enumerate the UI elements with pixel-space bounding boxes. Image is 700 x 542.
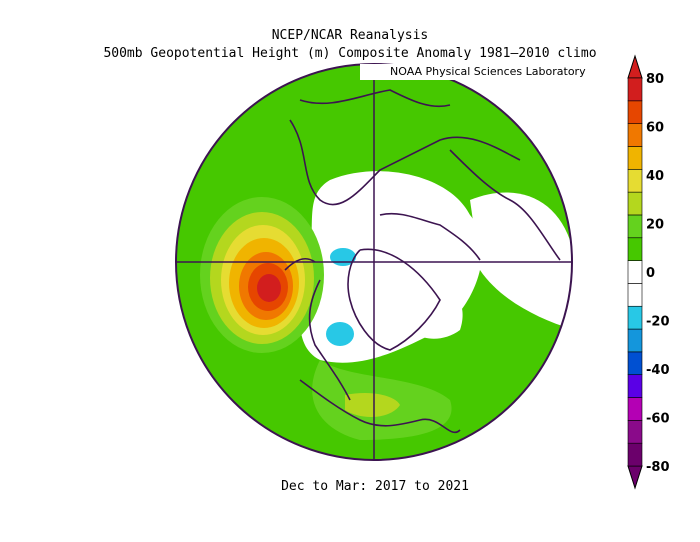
colorbar-tick-label: -60: [646, 412, 670, 427]
title-line-2: 500mb Geopotential Height (m) Composite …: [103, 46, 597, 61]
colorbar-segment: [627, 77, 643, 102]
colorbar-segment: [627, 397, 643, 421]
yellowgreen-region: [345, 393, 400, 417]
negative-anomaly-2: [326, 322, 354, 346]
colorbar-segment: [627, 260, 643, 284]
colorbar-tick-label: -20: [646, 315, 670, 330]
colorbar-tick-label: 20: [646, 218, 664, 233]
colorbar-segment: [627, 123, 643, 147]
colorbar-tick-label: 80: [646, 72, 664, 87]
colorbar-tick-label: -40: [646, 363, 670, 378]
credit-label: NOAA Physical Sciences Laboratory: [360, 64, 600, 80]
colorbar-tick-label: 60: [646, 121, 664, 136]
colorbar-segment: [627, 191, 643, 216]
colorbar-segment: [627, 351, 643, 376]
colorbar-segment: [627, 100, 643, 124]
colorbar-segment: [627, 328, 643, 353]
anomaly-core: [257, 274, 281, 302]
colorbar-segment: [627, 168, 643, 193]
footer-label: Dec to Mar: 2017 to 2021: [281, 479, 469, 494]
colorbar: 80 60 40 20 0 -20 -40 -60 -80: [627, 54, 670, 490]
colorbar-segment: [627, 420, 643, 444]
coastlines: [284, 89, 561, 434]
colorbar-segment: [627, 146, 643, 170]
colorbar-segment: [627, 442, 643, 467]
colorbar-tick-label: 40: [646, 169, 664, 184]
anomaly-field: [176, 64, 572, 460]
colorbar-tick-label: -80: [646, 460, 670, 475]
white-zero-small: [405, 287, 463, 339]
colorbar-segment: [627, 374, 643, 398]
colorbar-top-arrow: [627, 54, 643, 79]
colorbar-segment: [627, 237, 643, 261]
colorbar-segment: [627, 283, 643, 307]
title-line-1: NCEP/NCAR Reanalysis: [271, 28, 429, 43]
colorbar-segment: [627, 214, 643, 239]
colorbar-tick-label: 0: [646, 266, 655, 281]
colorbar-segment: [627, 305, 643, 330]
